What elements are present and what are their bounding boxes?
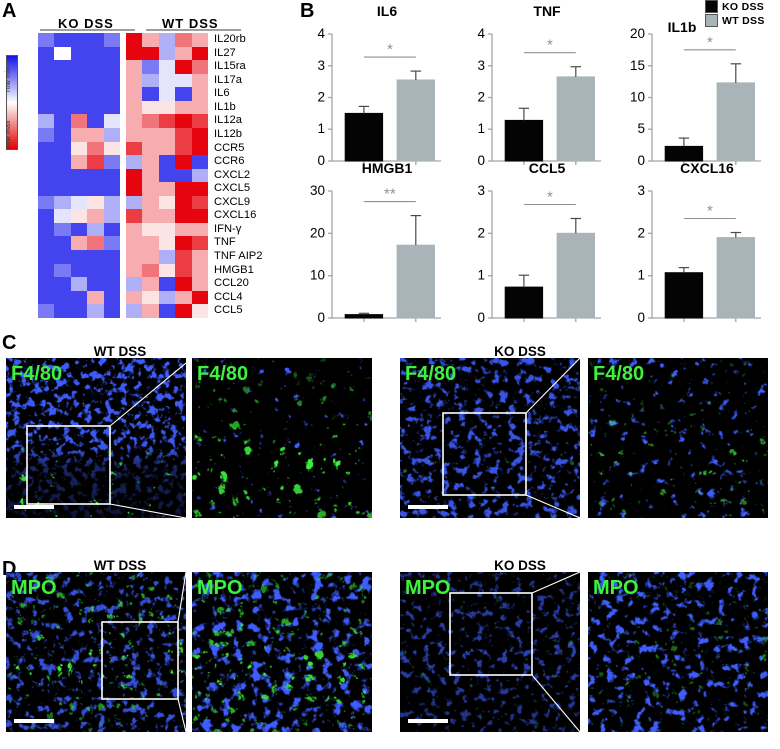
svg-text:2: 2 xyxy=(477,90,485,105)
svg-text:0: 0 xyxy=(317,310,325,325)
svg-text:3: 3 xyxy=(317,58,325,73)
svg-text:1: 1 xyxy=(317,121,325,136)
svg-text:1: 1 xyxy=(477,268,485,283)
svg-text:10: 10 xyxy=(630,90,645,105)
svg-text:MPO: MPO xyxy=(593,577,639,599)
svg-text:MPO: MPO xyxy=(11,577,57,599)
svg-text:*: * xyxy=(707,34,713,51)
svg-text:*: * xyxy=(547,189,553,206)
svg-text:F4/80: F4/80 xyxy=(11,363,62,385)
svg-text:0: 0 xyxy=(637,310,645,325)
svg-text:2: 2 xyxy=(637,225,645,240)
svg-text:MPO: MPO xyxy=(405,577,451,599)
svg-text:15: 15 xyxy=(630,58,645,73)
svg-text:0: 0 xyxy=(477,310,485,325)
svg-text:CXCL16: CXCL16 xyxy=(680,160,734,176)
svg-text:*: * xyxy=(387,41,393,58)
svg-text:HMGB1: HMGB1 xyxy=(362,160,413,176)
svg-text:4: 4 xyxy=(317,26,325,41)
svg-text:30: 30 xyxy=(310,183,325,198)
svg-text:5: 5 xyxy=(637,121,645,136)
svg-text:3: 3 xyxy=(477,58,485,73)
svg-text:3: 3 xyxy=(637,183,645,198)
svg-text:*: * xyxy=(547,37,553,54)
svg-text:CCL5: CCL5 xyxy=(529,160,566,176)
svg-text:F4/80: F4/80 xyxy=(593,363,644,385)
svg-text:3: 3 xyxy=(477,183,485,198)
svg-text:IL6: IL6 xyxy=(377,3,397,19)
svg-text:1: 1 xyxy=(637,268,645,283)
svg-text:2: 2 xyxy=(477,225,485,240)
svg-text:20: 20 xyxy=(310,225,325,240)
svg-text:2: 2 xyxy=(317,90,325,105)
svg-text:20: 20 xyxy=(630,26,645,41)
svg-text:F4/80: F4/80 xyxy=(197,363,248,385)
svg-text:F4/80: F4/80 xyxy=(405,363,456,385)
svg-text:4: 4 xyxy=(477,26,485,41)
svg-text:*: * xyxy=(707,203,713,220)
svg-text:1: 1 xyxy=(477,121,485,136)
svg-text:TNF: TNF xyxy=(533,3,561,19)
svg-text:10: 10 xyxy=(310,268,325,283)
svg-text:IL1b: IL1b xyxy=(668,19,697,35)
svg-text:MPO: MPO xyxy=(197,577,243,599)
svg-text:**: ** xyxy=(384,186,396,203)
